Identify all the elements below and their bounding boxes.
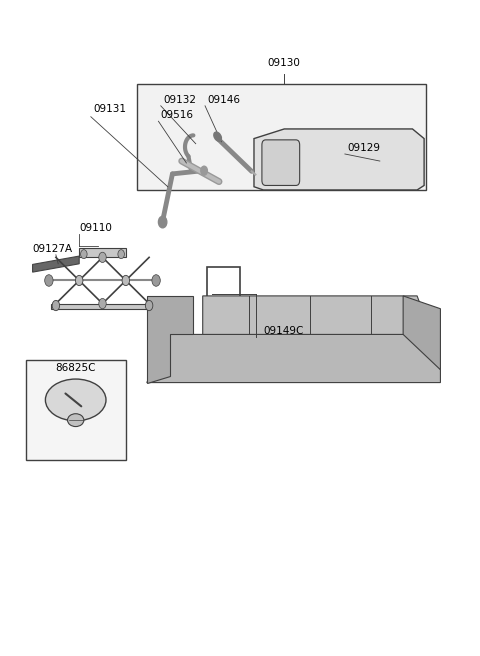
Text: 09516: 09516	[161, 110, 194, 120]
Polygon shape	[51, 304, 154, 309]
Text: 09149C: 09149C	[264, 326, 304, 336]
Text: 09129: 09129	[347, 143, 380, 153]
Polygon shape	[203, 296, 431, 335]
Polygon shape	[79, 248, 126, 257]
Polygon shape	[147, 296, 193, 382]
Circle shape	[201, 166, 207, 175]
Text: 09130: 09130	[268, 58, 300, 68]
Text: 09127A: 09127A	[33, 243, 72, 253]
Circle shape	[75, 276, 83, 285]
Polygon shape	[147, 335, 441, 382]
Text: 09131: 09131	[93, 104, 126, 113]
Circle shape	[152, 275, 160, 286]
Circle shape	[158, 216, 167, 228]
Ellipse shape	[46, 379, 106, 420]
Text: 09132: 09132	[163, 94, 196, 104]
Polygon shape	[33, 256, 79, 272]
Ellipse shape	[68, 414, 84, 426]
Bar	[137, 84, 426, 190]
Circle shape	[99, 298, 106, 309]
Circle shape	[145, 300, 153, 311]
Circle shape	[52, 300, 60, 311]
Text: 09146: 09146	[207, 94, 240, 104]
Circle shape	[99, 252, 106, 262]
Bar	[25, 360, 126, 460]
Circle shape	[45, 275, 53, 286]
Polygon shape	[403, 296, 441, 370]
Text: 86825C: 86825C	[56, 363, 96, 373]
Circle shape	[81, 250, 87, 258]
FancyBboxPatch shape	[262, 140, 300, 186]
Text: 09110: 09110	[79, 223, 112, 233]
Ellipse shape	[214, 132, 221, 141]
Polygon shape	[254, 129, 424, 190]
Circle shape	[122, 276, 130, 285]
Circle shape	[118, 250, 124, 258]
